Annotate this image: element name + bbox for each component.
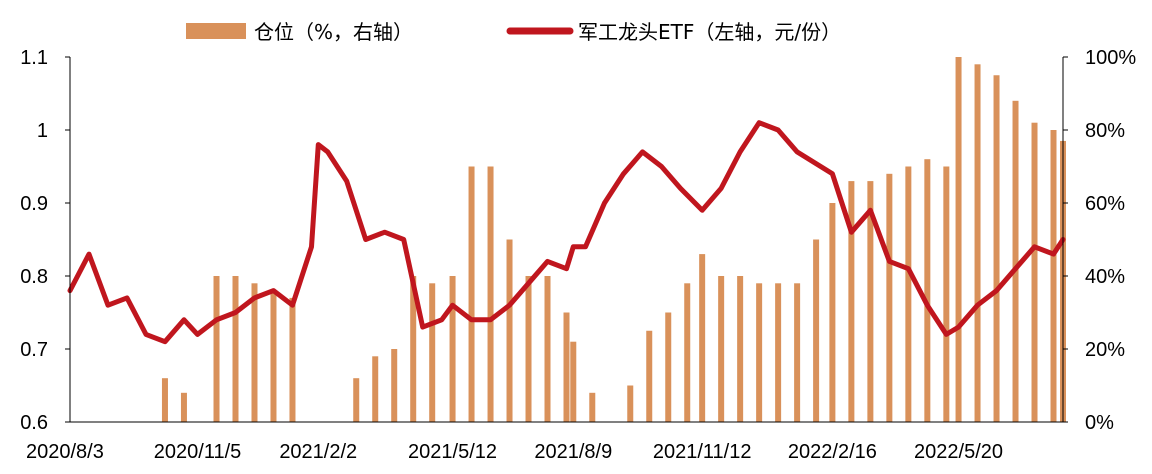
bar <box>1031 122 1038 422</box>
bar <box>391 349 398 422</box>
legend-bar-swatch <box>186 23 246 39</box>
bar <box>353 378 360 422</box>
bar <box>161 378 168 422</box>
bar <box>429 283 436 422</box>
left-tick-label: 0.7 <box>20 339 48 361</box>
bar <box>813 239 820 422</box>
bar <box>180 392 187 422</box>
bar <box>886 173 893 422</box>
bar <box>449 276 456 422</box>
bar <box>905 166 912 422</box>
bar <box>829 203 836 422</box>
right-tick-label: 40% <box>1085 266 1125 288</box>
bar <box>251 283 258 422</box>
bar <box>756 283 763 422</box>
bar <box>665 312 672 422</box>
bar <box>270 290 277 422</box>
bar <box>289 297 296 422</box>
bar <box>924 159 931 422</box>
price-line <box>67 120 1066 345</box>
bar <box>213 276 220 422</box>
bar <box>1050 130 1057 422</box>
bar <box>487 166 494 422</box>
bar <box>993 75 1000 422</box>
bar <box>974 64 981 423</box>
bar <box>506 239 513 422</box>
x-tick-label: 2020/8/3 <box>26 441 104 463</box>
x-tick-label: 2021/11/12 <box>653 441 752 463</box>
bar <box>563 312 570 422</box>
bar <box>627 385 634 422</box>
right-axis-ticks: 0% 20% 40% 60% 80% 100% <box>1063 47 1136 434</box>
bar <box>525 276 532 422</box>
x-tick-label: 2021/2/2 <box>279 441 357 463</box>
bar <box>684 283 691 422</box>
left-tick-label: 0.6 <box>20 412 48 434</box>
right-tick-label: 100% <box>1085 47 1136 69</box>
left-tick-label: 1.1 <box>20 47 48 69</box>
bar <box>955 57 962 422</box>
x-axis-ticks: 2020/8/3 2020/11/5 2021/2/2 2021/5/12 2021/8… <box>26 441 1003 463</box>
legend-bar-label: 仓位（%，右轴） <box>254 20 413 44</box>
legend-line-label: 军工龙头ETF（左轴，元/份） <box>578 20 841 44</box>
x-tick-label: 2021/8/9 <box>534 441 612 463</box>
bar <box>699 254 706 422</box>
bar <box>943 166 950 422</box>
bar <box>775 283 782 422</box>
bar <box>1012 100 1019 423</box>
x-tick-label: 2020/11/5 <box>154 441 242 463</box>
right-tick-label: 80% <box>1085 120 1125 142</box>
bar <box>737 276 744 422</box>
bar <box>232 276 239 422</box>
bar <box>867 181 874 422</box>
x-tick-label: 2022/2/16 <box>788 441 877 463</box>
bar <box>544 276 551 422</box>
left-tick-label: 0.8 <box>20 266 48 288</box>
right-tick-label: 0% <box>1085 412 1114 434</box>
right-tick-label: 20% <box>1085 339 1125 361</box>
x-tick-label: 2022/5/20 <box>914 441 1003 463</box>
line-series <box>67 120 1066 345</box>
bar <box>570 341 577 422</box>
left-axis-ticks: 0.6 0.7 0.8 0.9 1 1.1 <box>20 47 70 434</box>
bar <box>646 330 653 422</box>
x-tick-label: 2021/5/12 <box>408 441 497 463</box>
bar-series <box>161 57 1066 423</box>
legend: 仓位（%，右轴） 军工龙头ETF（左轴，元/份） <box>186 20 841 44</box>
right-tick-label: 60% <box>1085 193 1125 215</box>
bar <box>794 283 801 422</box>
bar <box>589 392 596 422</box>
left-tick-label: 0.9 <box>20 193 48 215</box>
bar <box>718 276 725 422</box>
left-tick-label: 1 <box>37 120 48 142</box>
bar <box>372 356 379 422</box>
bar <box>468 166 475 422</box>
bar <box>848 181 855 422</box>
bar <box>410 276 417 422</box>
